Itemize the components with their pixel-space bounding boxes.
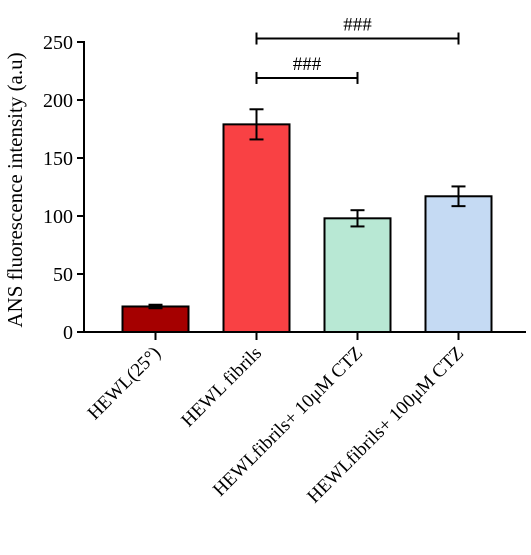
error-bar: [249, 108, 264, 141]
bar: [222, 123, 291, 333]
error-bar: [350, 209, 365, 228]
error-bar: [451, 185, 466, 208]
bar: [121, 305, 190, 334]
error-bars: [148, 108, 466, 310]
y-tick-label: 200: [43, 90, 73, 112]
y-axis: 0 50 100 150 200 250: [43, 32, 85, 344]
bars: [121, 123, 493, 334]
significance-label: ###: [343, 15, 372, 36]
significance-bracket: ###: [255, 15, 460, 45]
bar: [323, 217, 392, 334]
error-bar: [148, 303, 163, 310]
significance-brackets: ### ###: [255, 15, 460, 84]
y-tick-label: 50: [53, 264, 73, 286]
x-tick-label: HEWL(25°): [84, 343, 165, 424]
x-tick-label: HEWL fibrils: [177, 343, 266, 432]
y-axis-title: ANS fluorescence intensity (a.u): [3, 52, 27, 327]
y-tick-label: 250: [43, 32, 73, 54]
significance-bracket: ###: [255, 54, 359, 84]
bar: [424, 195, 493, 333]
y-tick-label: 0: [63, 322, 73, 344]
y-tick-label: 150: [43, 148, 73, 170]
y-tick-label: 100: [43, 206, 73, 228]
significance-label: ###: [293, 54, 322, 75]
